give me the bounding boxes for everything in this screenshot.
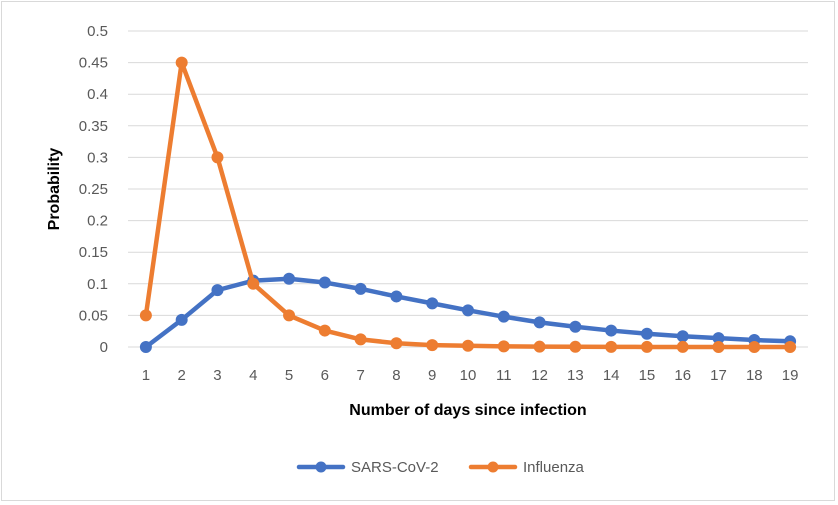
legend-label: Influenza	[523, 459, 585, 476]
legend-marker	[487, 461, 499, 473]
x-tick-label: 9	[428, 367, 436, 384]
y-tick-label: 0.4	[87, 86, 108, 103]
data-point	[462, 304, 474, 317]
data-point	[712, 341, 725, 353]
data-point	[569, 320, 582, 333]
legend-item: SARS-CoV-2	[296, 459, 439, 476]
data-point	[784, 341, 797, 353]
legend-marker	[315, 461, 327, 473]
x-tick-label: 13	[567, 367, 584, 384]
y-tick-label: 0.05	[79, 307, 108, 324]
data-point	[139, 341, 152, 353]
data-point	[605, 324, 618, 337]
line-chart: 00.050.10.150.20.250.30.350.40.450.51 2 3 4…	[46, 23, 808, 476]
data-point	[175, 313, 188, 326]
x-tick-label: 10	[460, 367, 477, 384]
x-tick-label: 7	[356, 367, 364, 384]
data-point	[283, 309, 296, 322]
data-point	[640, 327, 653, 340]
x-tick-label: 19	[782, 367, 799, 384]
data-point	[640, 340, 653, 353]
data-point	[497, 310, 510, 323]
y-tick-label: 0.5	[87, 23, 108, 40]
y-tick-label: 0.35	[79, 118, 108, 135]
y-tick-label: 0.3	[87, 149, 108, 166]
x-tick-label: 2	[178, 367, 186, 384]
data-point	[390, 337, 403, 350]
y-tick-label: 0.15	[79, 244, 108, 261]
data-point	[175, 56, 188, 69]
x-tick-label: 18	[746, 367, 763, 384]
legend-item: Influenza	[468, 459, 585, 476]
data-point	[676, 340, 689, 353]
x-tick-label: 15	[639, 367, 656, 384]
x-tick-label: 4	[249, 367, 257, 384]
gridlines	[128, 30, 808, 316]
x-axis-title: Number of days since infection	[349, 402, 586, 419]
data-point	[676, 330, 689, 343]
series-lines	[139, 56, 797, 353]
data-point	[426, 339, 439, 352]
y-tick-label: 0.45	[79, 55, 108, 72]
data-point	[426, 297, 439, 310]
data-point	[283, 272, 296, 285]
data-point	[139, 309, 152, 322]
data-point	[354, 282, 367, 295]
data-point	[211, 151, 224, 164]
x-tick-label: 11	[496, 367, 512, 384]
series-line	[143, 60, 793, 350]
x-tick-label: 16	[674, 367, 691, 384]
y-tick-label: 0	[100, 339, 108, 356]
data-point	[211, 284, 224, 297]
data-point	[497, 340, 510, 353]
data-point	[318, 324, 331, 337]
data-point	[354, 333, 367, 346]
data-point	[390, 290, 403, 303]
x-tick-label: 5	[285, 367, 293, 384]
data-point	[533, 316, 546, 329]
y-tick-label: 0.25	[79, 181, 108, 198]
x-tick-label: 1	[142, 367, 150, 384]
x-tick-label: 14	[603, 367, 620, 384]
data-point	[748, 341, 761, 353]
data-point	[318, 276, 331, 289]
x-tick-label: 12	[531, 367, 548, 384]
x-tick-label: 3	[213, 367, 221, 384]
data-point	[247, 277, 260, 290]
series-influenza	[139, 56, 797, 353]
legend: SARS-CoV-2 Influenza	[296, 459, 585, 476]
data-point	[605, 340, 618, 353]
y-tick-label: 0.2	[87, 213, 108, 230]
y-tick-label: 0.1	[87, 276, 108, 293]
data-point	[569, 340, 582, 353]
x-tick-label: 8	[392, 367, 400, 384]
data-point	[533, 340, 546, 353]
x-tick-label: 17	[710, 367, 727, 384]
y-axis-title: Probability	[46, 148, 63, 231]
tick-labels: 00.050.10.150.20.250.30.350.40.450.51 2 3 4…	[79, 23, 799, 384]
x-tick-label: 6	[321, 367, 329, 384]
data-point	[462, 339, 474, 352]
legend-label: SARS-CoV-2	[351, 459, 439, 476]
